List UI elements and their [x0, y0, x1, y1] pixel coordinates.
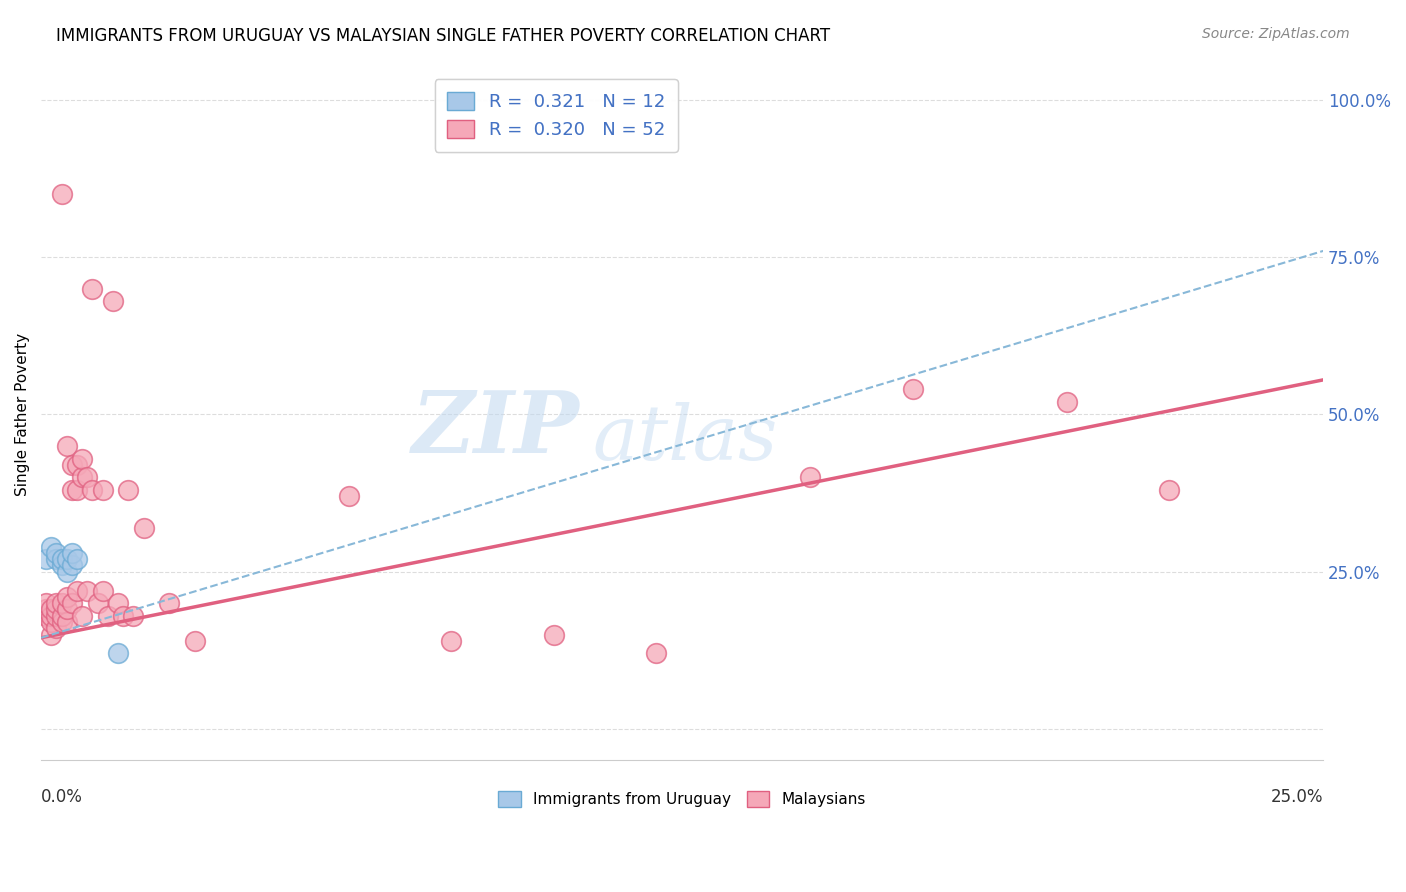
Text: Source: ZipAtlas.com: Source: ZipAtlas.com	[1202, 27, 1350, 41]
Point	[799, 470, 821, 484]
Point	[45, 546, 67, 560]
Point	[51, 596, 73, 610]
Point	[45, 552, 67, 566]
Text: IMMIGRANTS FROM URUGUAY VS MALAYSIAN SINGLE FATHER POVERTY CORRELATION CHART: IMMIGRANTS FROM URUGUAY VS MALAYSIAN SIN…	[56, 27, 831, 45]
Point	[60, 483, 83, 497]
Point	[337, 489, 360, 503]
Point	[70, 608, 93, 623]
Point	[66, 583, 89, 598]
Text: atlas: atlas	[592, 401, 778, 475]
Point	[66, 483, 89, 497]
Point	[51, 615, 73, 629]
Point	[55, 439, 77, 453]
Point	[41, 615, 63, 629]
Point	[55, 565, 77, 579]
Point	[35, 608, 58, 623]
Point	[97, 608, 120, 623]
Point	[60, 558, 83, 573]
Point	[45, 596, 67, 610]
Point	[35, 552, 58, 566]
Point	[117, 483, 139, 497]
Point	[51, 608, 73, 623]
Point	[157, 596, 180, 610]
Point	[60, 458, 83, 472]
Point	[55, 552, 77, 566]
Point	[55, 615, 77, 629]
Point	[45, 608, 67, 623]
Point	[41, 627, 63, 641]
Point	[101, 294, 124, 309]
Point	[645, 647, 668, 661]
Point	[184, 634, 207, 648]
Point	[122, 608, 145, 623]
Point	[45, 621, 67, 635]
Point	[66, 458, 89, 472]
Text: 0.0%: 0.0%	[41, 788, 83, 806]
Point	[51, 552, 73, 566]
Point	[45, 602, 67, 616]
Point	[82, 483, 104, 497]
Point	[51, 187, 73, 202]
Point	[70, 451, 93, 466]
Point	[107, 647, 129, 661]
Text: ZIP: ZIP	[412, 386, 579, 470]
Point	[112, 608, 135, 623]
Point	[91, 583, 114, 598]
Point	[91, 483, 114, 497]
Legend: R =  0.321   N = 12, R =  0.320   N = 52: R = 0.321 N = 12, R = 0.320 N = 52	[434, 78, 678, 152]
Y-axis label: Single Father Poverty: Single Father Poverty	[15, 333, 30, 496]
Point	[35, 602, 58, 616]
Point	[66, 552, 89, 566]
Point	[107, 596, 129, 610]
Point	[1056, 395, 1078, 409]
Point	[70, 470, 93, 484]
Point	[60, 546, 83, 560]
Point	[60, 596, 83, 610]
Point	[543, 627, 565, 641]
Point	[76, 470, 98, 484]
Point	[35, 596, 58, 610]
Point	[132, 521, 155, 535]
Point	[41, 540, 63, 554]
Point	[440, 634, 463, 648]
Point	[86, 596, 108, 610]
Point	[55, 602, 77, 616]
Point	[82, 282, 104, 296]
Point	[51, 558, 73, 573]
Point	[41, 608, 63, 623]
Point	[901, 382, 924, 396]
Point	[1159, 483, 1181, 497]
Text: 25.0%: 25.0%	[1271, 788, 1323, 806]
Point	[41, 602, 63, 616]
Point	[76, 583, 98, 598]
Point	[55, 590, 77, 604]
